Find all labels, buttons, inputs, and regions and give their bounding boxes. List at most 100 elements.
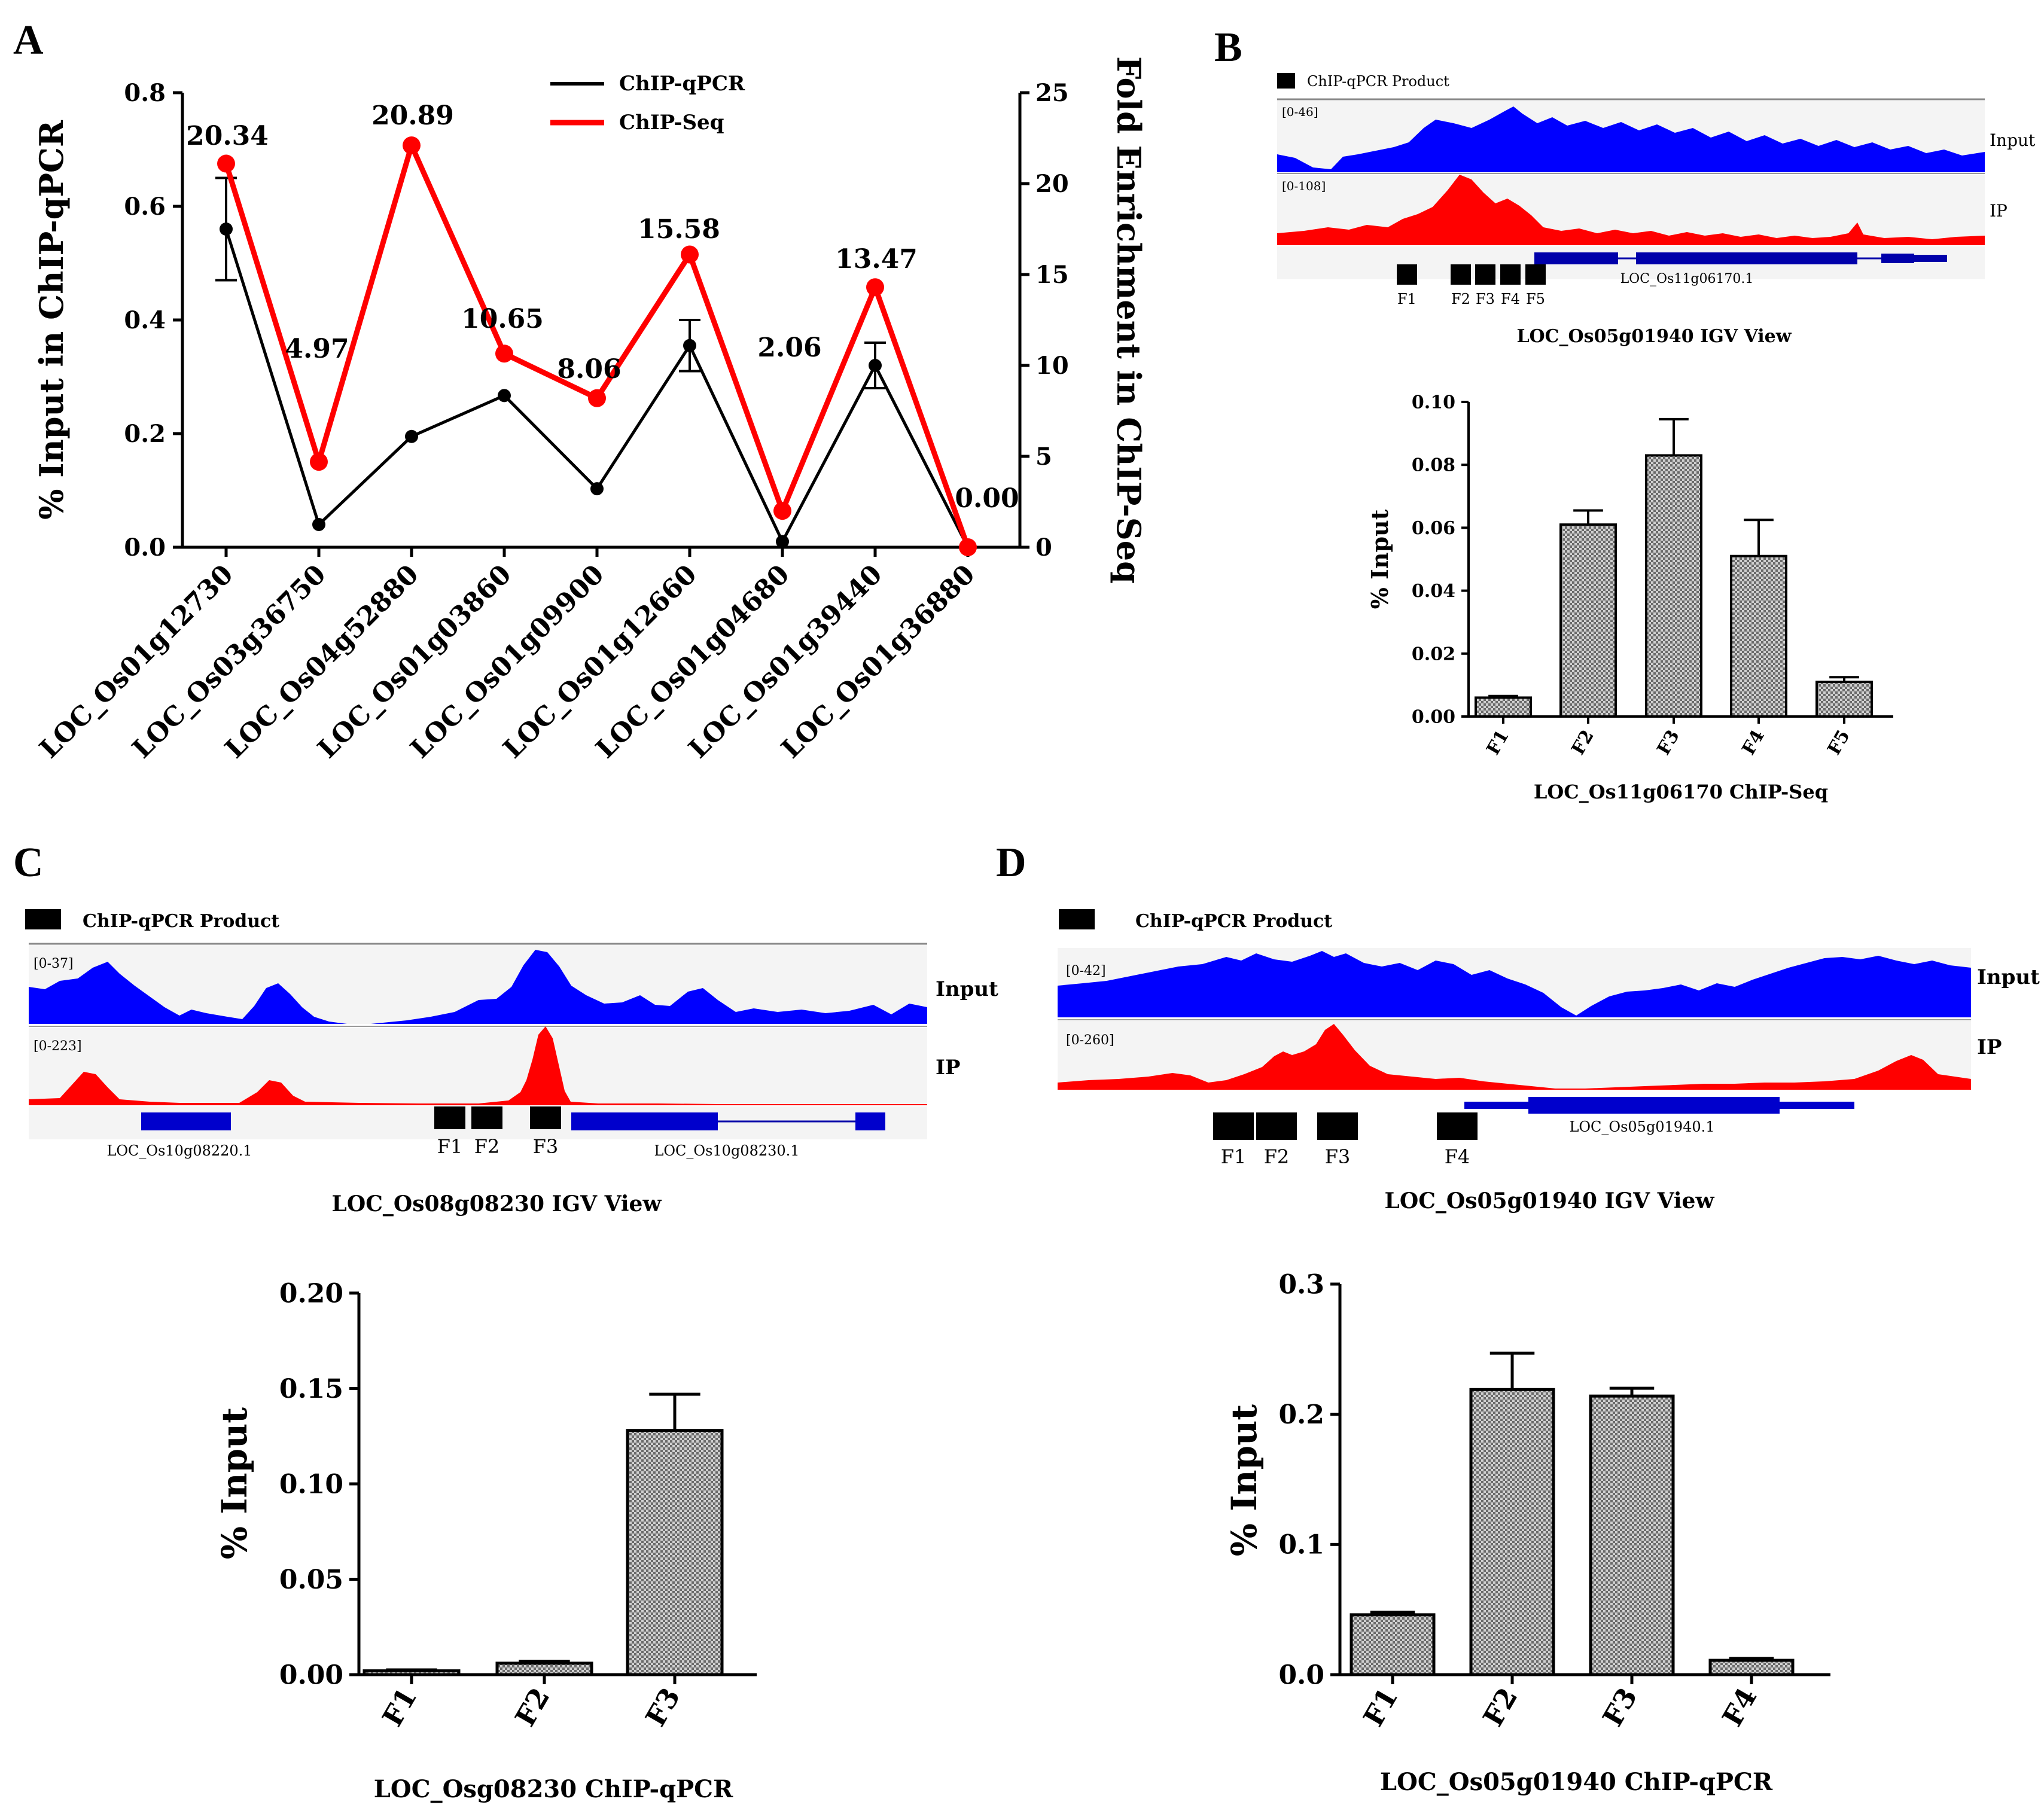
bar-f5	[1815, 681, 1873, 718]
chip-seq-point	[310, 453, 328, 471]
chip-qpcr-point	[683, 339, 696, 352]
igv-c-input-track	[29, 950, 927, 1024]
igv-d-ip-range: [0-260]	[1066, 1033, 1114, 1048]
chip-seq-point	[588, 389, 606, 407]
chip-qpcr-point	[590, 482, 604, 496]
igv-d-ip-bg	[1058, 1021, 1971, 1090]
bar-f3	[1645, 454, 1702, 718]
chart-a-right-tick-label: 25	[1035, 79, 1069, 107]
bar-f3	[1589, 1394, 1675, 1676]
igv-d-input-label: Input	[1977, 965, 2040, 989]
igv-c-legend-label: ChIP-qPCR Product	[83, 911, 279, 932]
igv-b-fragment-label-f5: F5	[1526, 291, 1545, 307]
igv-c-fragment-f2	[471, 1106, 502, 1129]
chip-seq-data-label: 13.47	[835, 244, 918, 275]
igv-d-fragment-label-f1: F1	[1221, 1145, 1247, 1168]
igv-b-fragment-label-f2: F2	[1451, 291, 1470, 307]
chip-qpcr-point	[312, 518, 325, 531]
igv-c-input-label: Input	[936, 977, 998, 1001]
bar-f2	[495, 1661, 593, 1676]
chip-seq-point	[495, 345, 513, 363]
igv-c-ip-bg	[29, 1028, 927, 1105]
bar-chart-x-tick-label: F4	[1716, 1682, 1763, 1732]
bar-f4	[1708, 1659, 1795, 1676]
chip-seq-point	[773, 502, 791, 520]
chart-a-right-tick-label: 20	[1035, 170, 1069, 198]
chip-seq-point	[866, 278, 884, 297]
igv-view-d: ChIP-qPCR Product [0-42] Input [0-260] I…	[1058, 909, 2040, 1214]
igv-b-fragment-label-f4: F4	[1501, 291, 1520, 307]
chart-a-right-tick-label: 15	[1035, 261, 1069, 289]
chart-a-left-tick-label: 0.6	[124, 193, 166, 221]
bar-chart-y-tick-label: 0.15	[279, 1374, 343, 1404]
igv-c-ip-range: [0-223]	[33, 1039, 82, 1054]
bar-f4	[1730, 554, 1787, 718]
igv-b-gene-bg	[1277, 246, 1985, 279]
igv-b-gene-exon-4	[1914, 255, 1947, 262]
chip-seq-data-label: 20.34	[186, 121, 269, 151]
bar-chart-x-tick-label: F1	[376, 1682, 423, 1732]
bar-f2	[1559, 523, 1617, 718]
chip-seq-point	[681, 245, 699, 264]
bar-chart-y-tick-label: 0.10	[279, 1469, 343, 1499]
bar-chart-y-tick-label: 0.05	[279, 1565, 343, 1595]
chip-seq-point	[217, 154, 235, 173]
bar-chart-y-tick-label: 0.2	[1278, 1400, 1324, 1430]
bar-chart-x-tick-label: F1	[1357, 1682, 1404, 1732]
igv-b-fragment-f3	[1475, 264, 1495, 285]
chip-qpcr-point	[869, 359, 882, 372]
igv-c-fragment-label-f2: F2	[474, 1135, 500, 1158]
igv-c-gene-2-exon-2	[855, 1112, 885, 1130]
chip-qpcr-point	[776, 535, 789, 548]
legend-chip-qpcr-label: ChIP-qPCR	[619, 72, 745, 96]
chip-qpcr-point	[498, 389, 511, 403]
chart-a-left-tick-label: 0.8	[124, 79, 166, 107]
igv-d-input-range: [0-42]	[1066, 964, 1106, 978]
igv-b-fragment-label-f1: F1	[1397, 291, 1417, 307]
igv-d-fragment-f3	[1317, 1112, 1358, 1140]
igv-d-ip-track	[1058, 1024, 1971, 1090]
bar-f1	[1475, 696, 1532, 718]
igv-view-c: ChIP-qPCR Product [0-37] Input [0-223] I…	[25, 909, 998, 1217]
chart-d-y-label: % Input	[1224, 1404, 1265, 1556]
chart-b-y-label: % Input	[1366, 509, 1393, 609]
igv-d-ip-label: IP	[1977, 1035, 2002, 1059]
bar-f1	[1350, 1613, 1436, 1676]
bar-f1	[363, 1669, 461, 1676]
igv-c-fragment-f3	[530, 1106, 561, 1129]
panel-letter-d: D	[996, 840, 1026, 886]
chip-qpcr-series-line	[224, 228, 970, 548]
igv-b-legend-label: ChIP-qPCR Product	[1307, 73, 1449, 90]
chart-c-y-label: % Input	[214, 1407, 255, 1559]
igv-c-fragment-label-f3: F3	[533, 1135, 559, 1158]
igv-c-gene-1-exon	[141, 1112, 231, 1130]
bar-chart-y-tick-label: 0.3	[1278, 1269, 1324, 1300]
igv-c-input-range: [0-37]	[33, 956, 74, 971]
chip-seq-data-label: 0.00	[955, 483, 1019, 514]
bar-chart-x-tick-label: F4	[1738, 727, 1769, 759]
igv-c-gene-2-exon-1	[571, 1112, 718, 1130]
bar-chart-x-tick-label: F3	[1653, 727, 1684, 759]
igv-b-fragment-label-f3: F3	[1476, 291, 1495, 307]
igv-c-title: LOC_Os08g08230 IGV View	[332, 1191, 662, 1217]
igv-d-fragment-label-f3: F3	[1325, 1145, 1351, 1168]
igv-b-input-track	[1277, 106, 1985, 172]
bar-chart-x-tick-label: F2	[508, 1682, 556, 1732]
chart-a-right-tick-label: 0	[1035, 533, 1052, 562]
chart-b-title: LOC_Os11g06170 ChIP-Seq	[1534, 781, 1828, 803]
chart-a-left-tick-label: 0.0	[124, 533, 166, 562]
bar-chart-y-tick-label: 0.10	[1412, 392, 1455, 413]
bar-f2	[1469, 1388, 1555, 1676]
chart-a-right-tick-label: 10	[1035, 352, 1069, 380]
bar-chart-x-tick-label: F5	[1824, 727, 1854, 759]
igv-b-ip-label: IP	[1990, 201, 2008, 221]
bar-chart-y-tick-label: 0.00	[1412, 707, 1455, 728]
igv-b-legend-swatch	[1277, 73, 1295, 89]
bar-chart-x-tick-label: F2	[1476, 1682, 1524, 1732]
igv-b-fragment-f2	[1451, 264, 1471, 285]
chart-a-y-label: % Input in ChIP-qPCR	[32, 120, 71, 520]
igv-d-legend-label: ChIP-qPCR Product	[1135, 911, 1332, 932]
bar-chart-y-tick-label: 0.02	[1412, 644, 1455, 664]
igv-b-ip-track	[1277, 175, 1985, 245]
igv-d-legend-swatch	[1059, 909, 1095, 929]
